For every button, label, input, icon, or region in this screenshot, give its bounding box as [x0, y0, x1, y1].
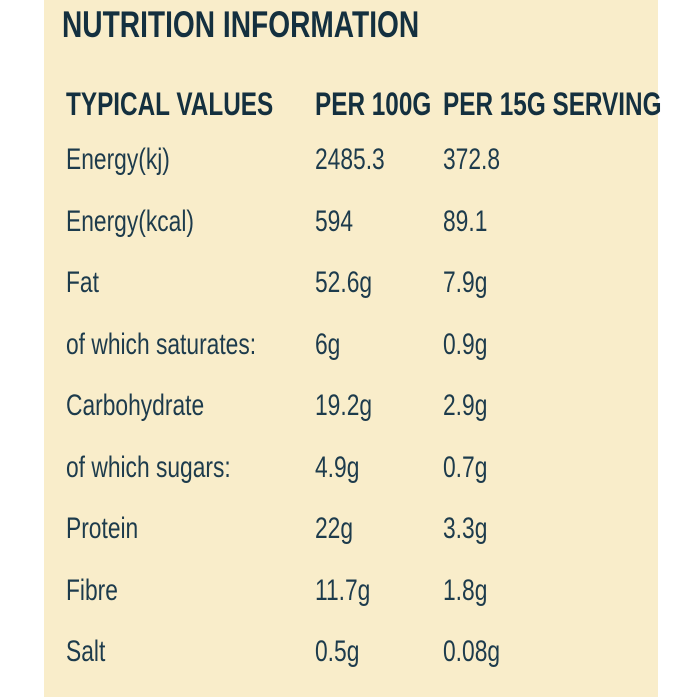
table-body: Energy(kj) 2485.3 372.8 Energy(kcal) 594…: [66, 144, 658, 698]
value-per-100g: 22g: [315, 512, 354, 545]
value-per-15g-serving: 89.1: [443, 204, 488, 238]
value-per-15g-serving: 372.8: [443, 143, 501, 176]
value-per-15g-serving: 0.9g: [443, 327, 488, 361]
row-label: Fibre: [66, 573, 118, 607]
table-header-row: TYPICAL VALUES PER 100G PER 15G SERVING: [66, 86, 662, 122]
row-label: Energy(kj): [66, 143, 170, 176]
value-per-100g: 52.6g: [315, 266, 373, 299]
value-per-100g: 11.7g: [315, 573, 371, 607]
value-per-100g: 2485.3: [315, 143, 385, 176]
value-per-15g-serving: 2.9g: [443, 389, 488, 422]
page-title-text: NUTRITION INFORMATION: [62, 4, 420, 45]
row-label: Fat: [66, 266, 99, 299]
column-header-typical-values: TYPICAL VALUES: [66, 86, 274, 122]
column-header-per-100g: PER 100G: [315, 86, 432, 122]
value-per-100g: 19.2g: [315, 389, 373, 422]
value-per-15g-serving: 0.08g: [443, 635, 501, 668]
row-label: Salt: [66, 635, 106, 668]
row-label: of which sugars:: [66, 450, 231, 484]
value-per-15g-serving: 0.7g: [443, 450, 488, 484]
column-header-per-15g-serving: PER 15G SERVING: [443, 86, 662, 122]
value-per-100g: 0.5g: [315, 635, 360, 668]
row-label: of which saturates:: [66, 327, 257, 361]
table-row-sugars: of which sugars: 4.9g 0.7g: [66, 450, 658, 514]
value-per-100g: 6g: [315, 327, 341, 361]
nutrition-label-panel: NUTRITION INFORMATION TYPICAL VALUES PER…: [44, 0, 662, 698]
table-row-carbohydrate: Carbohydrate 19.2g 2.9g: [66, 390, 658, 452]
row-label: Carbohydrate: [66, 389, 205, 422]
table-row-energy-kj: Energy(kj) 2485.3 372.8: [66, 144, 658, 206]
table-row-protein: Protein 22g 3.3g: [66, 513, 658, 575]
value-per-100g: 4.9g: [315, 450, 360, 484]
value-per-15g-serving: 3.3g: [443, 512, 488, 545]
value-per-15g-serving: 7.9g: [443, 266, 488, 299]
table-row-fat: Fat 52.6g 7.9g: [66, 267, 658, 329]
table-row-saturates: of which saturates: 6g 0.9g: [66, 327, 658, 391]
row-label: Protein: [66, 512, 139, 545]
table-row-fibre: Fibre 11.7g 1.8g: [66, 573, 658, 637]
table-row-salt: Salt 0.5g 0.08g: [66, 636, 658, 698]
row-label: Energy(kcal): [66, 204, 194, 238]
value-per-15g-serving: 1.8g: [443, 573, 488, 607]
table-row-energy-kcal: Energy(kcal) 594 89.1: [66, 204, 658, 268]
value-per-100g: 594: [315, 204, 354, 238]
page-title: NUTRITION INFORMATION: [62, 4, 532, 45]
